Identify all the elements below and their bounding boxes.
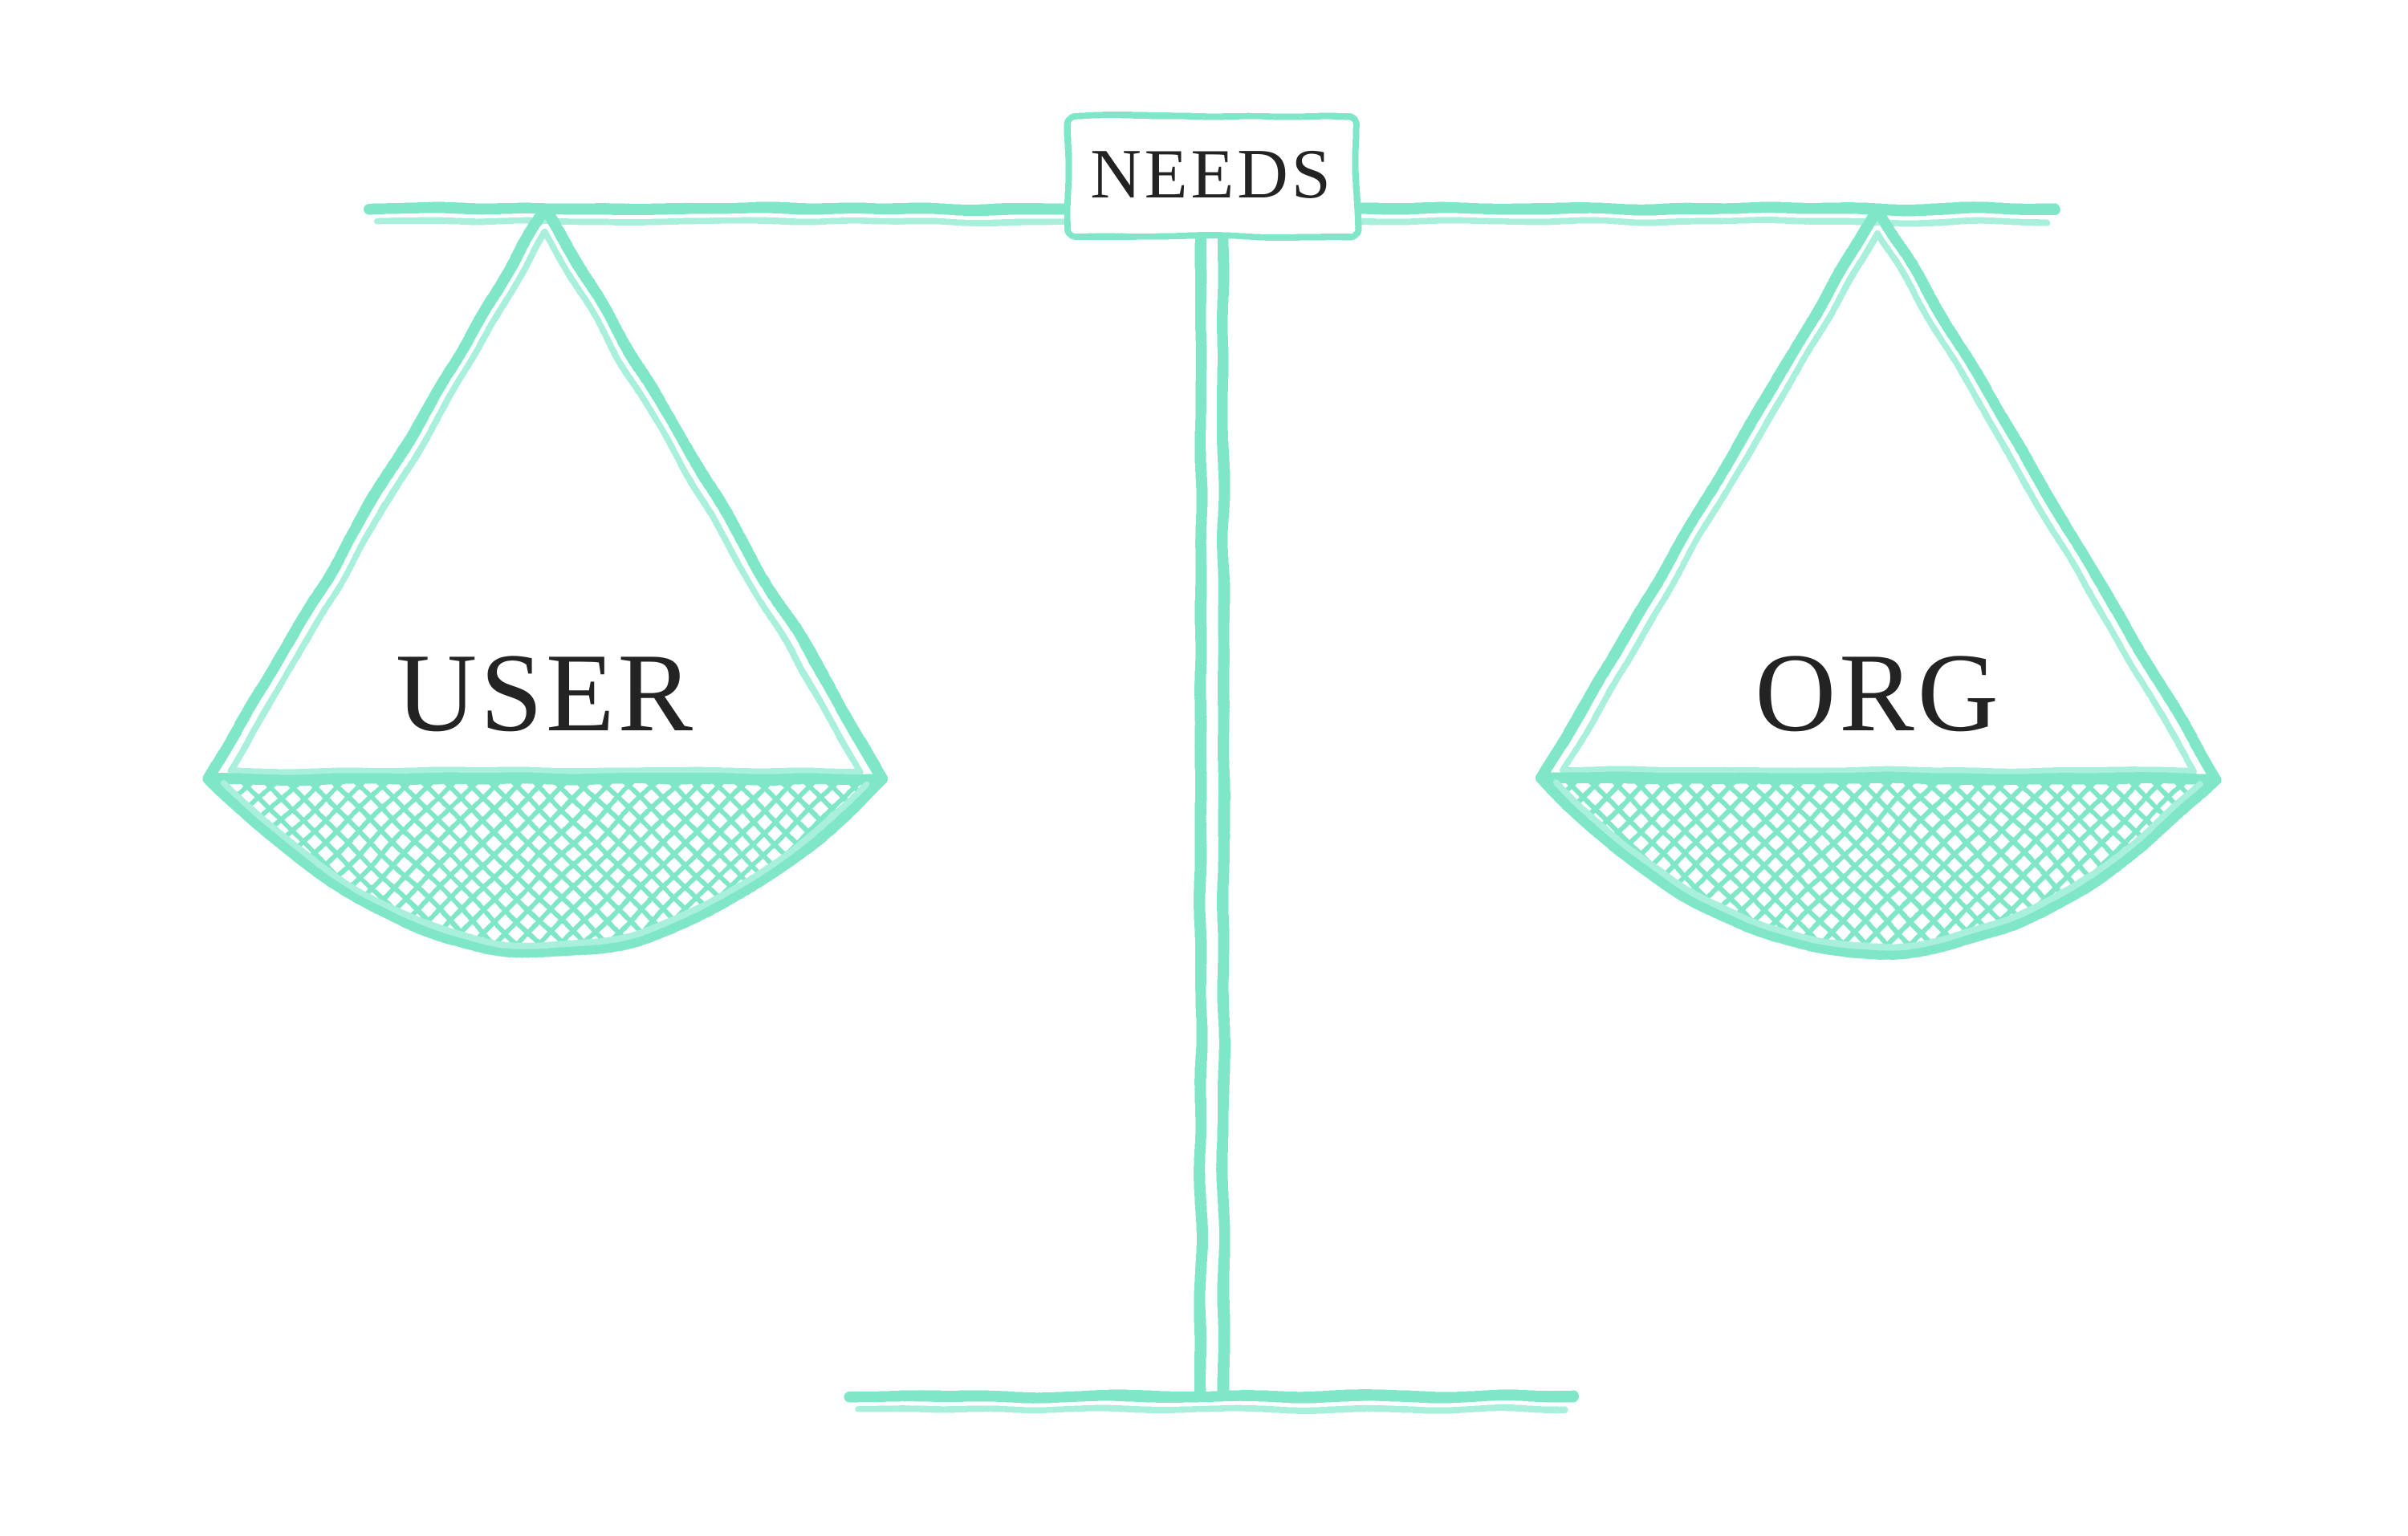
- balance-scale-diagram: NEEDS USER ORG: [0, 0, 2408, 1536]
- user-label: USER: [396, 631, 696, 755]
- needs-label: NEEDS: [1090, 136, 1334, 213]
- right-pan-bowl: [1533, 770, 2223, 1220]
- org-label: ORG: [1755, 631, 2002, 755]
- left-pan-bowl: [201, 770, 891, 1220]
